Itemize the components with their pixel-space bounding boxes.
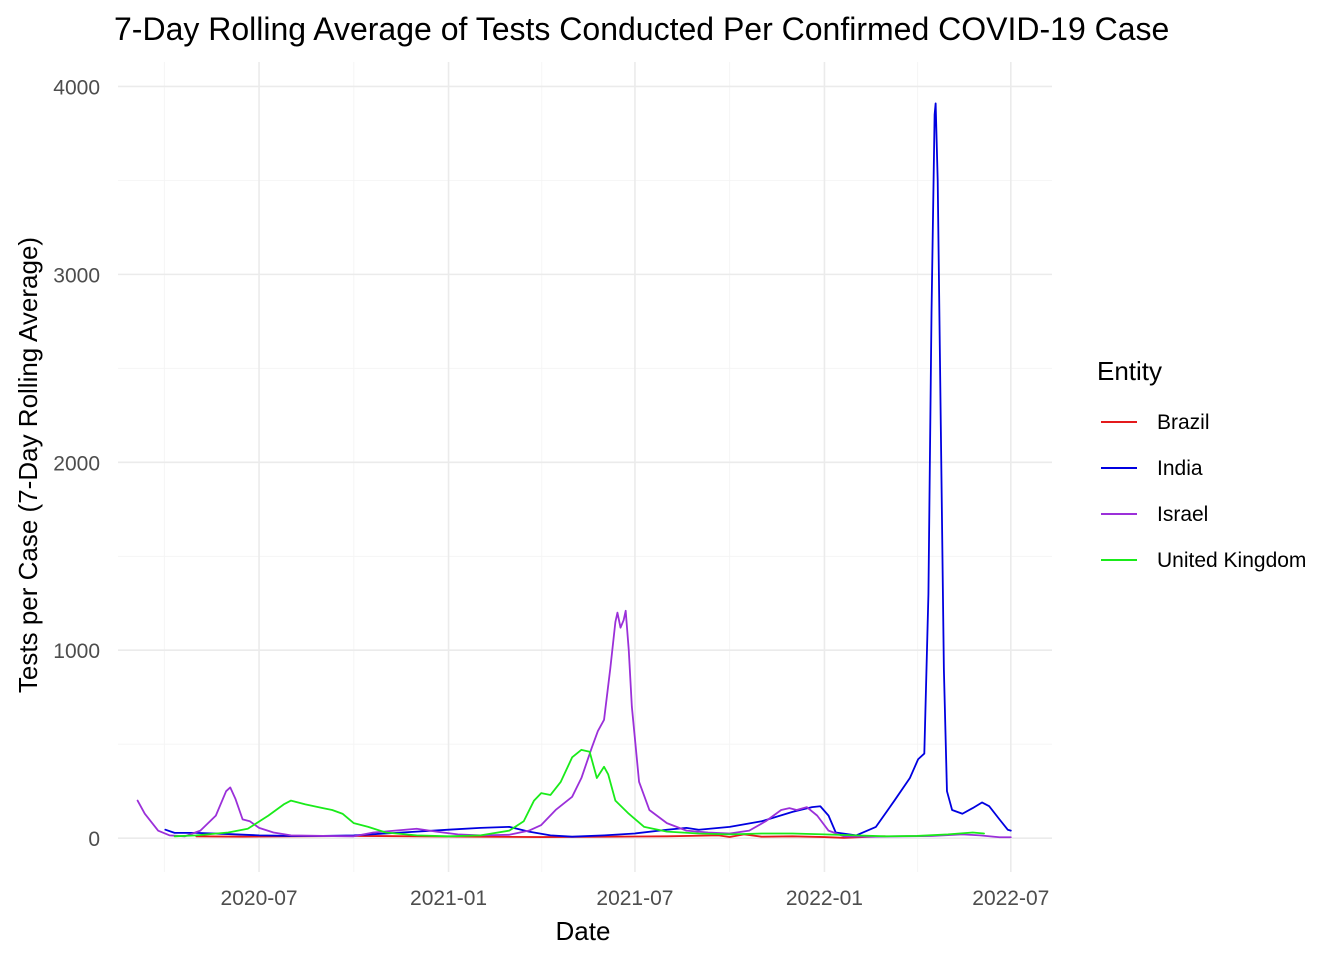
x-tick-label: 2021-01 (410, 887, 487, 910)
legend-label-israel: Israel (1157, 503, 1208, 526)
series-line-israel (136, 609, 1012, 839)
series-line-united-kingdom (173, 748, 985, 838)
legend-title: Entity (1097, 356, 1162, 386)
x-axis-title: Date (556, 916, 611, 946)
grid (118, 62, 1052, 872)
y-tick-label: 3000 (53, 264, 100, 287)
legend-label-united-kingdom: United Kingdom (1157, 549, 1306, 572)
x-tick-label: 2020-07 (221, 887, 298, 910)
x-tick-label: 2021-07 (596, 887, 673, 910)
y-tick-label: 4000 (53, 76, 100, 99)
x-tick-label: 2022-01 (786, 887, 863, 910)
legend-label-india: India (1157, 457, 1203, 480)
y-tick-label: 0 (88, 828, 100, 851)
x-tick-label: 2022-07 (972, 887, 1049, 910)
chart-title: 7-Day Rolling Average of Tests Conducted… (114, 11, 1169, 47)
legend: Entity Brazil India Israel United Kingdom (1097, 356, 1306, 572)
series-layer (136, 102, 1012, 839)
y-tick-label: 1000 (53, 640, 100, 663)
legend-label-brazil: Brazil (1157, 411, 1210, 434)
y-tick-label: 2000 (53, 452, 100, 475)
axes: 2020-07 2021-01 2021-07 2022-01 2022-07 0 1000… (53, 76, 1049, 910)
y-axis-title: Tests per Case (7-Day Rolling Average) (13, 237, 43, 693)
